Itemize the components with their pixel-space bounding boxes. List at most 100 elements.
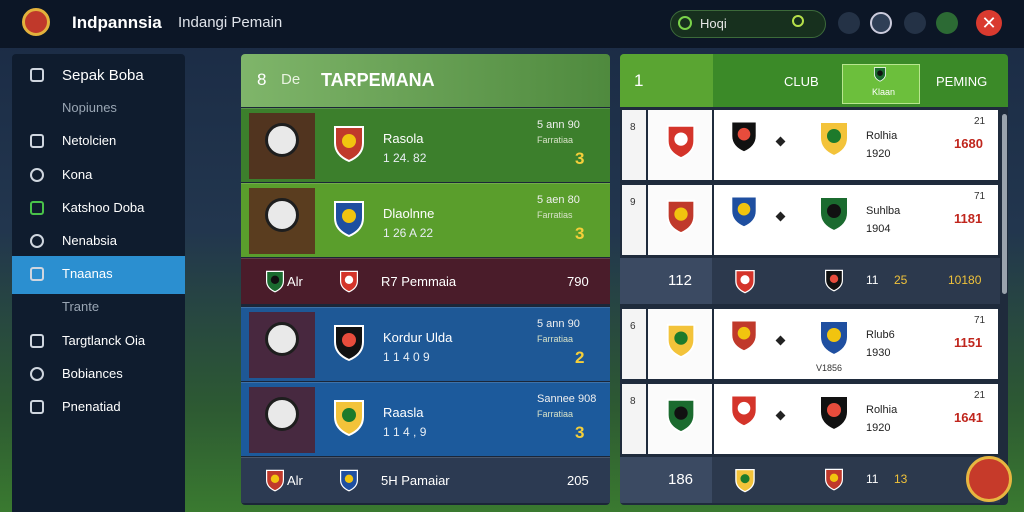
row-name: R7 Pemmaia (381, 274, 457, 289)
crest-shape (666, 398, 696, 434)
page-title: Indangi Pemain (178, 14, 283, 31)
panel-header: 1 CLUB Klaan PEMING (620, 54, 1008, 107)
club-crest (337, 269, 361, 293)
table-row[interactable]: 186 11 13 (620, 457, 1000, 503)
row-a: 11 (866, 273, 879, 287)
table-row[interactable]: Kordur Ulda 1 1 4 0 9 5 ann 90 Farratiaa 2 (241, 307, 610, 381)
table-row[interactable]: Raasla 1 1 4 , 9 Sannee 908 Farratiaa 3 (241, 382, 610, 456)
club-crest (726, 317, 762, 353)
crest-shape (266, 469, 284, 492)
crest-shape (825, 468, 843, 491)
column-header[interactable]: PEMING (936, 74, 988, 89)
sidebar-icon (30, 366, 44, 381)
club-card (714, 110, 998, 180)
sidebar-icon (30, 234, 44, 248)
row-b: 13 (894, 472, 908, 486)
club-crest (263, 269, 287, 293)
club-value: 1151 (954, 335, 983, 350)
sidebar-item[interactable]: Netolcien (62, 133, 117, 149)
sidebar-icon (30, 400, 44, 414)
crest-shape (819, 121, 849, 158)
stat-label: Sannee 908 (537, 393, 597, 405)
sidebar-item[interactable]: Bobiances (62, 365, 123, 381)
sidebar-icon (30, 167, 44, 182)
column-header[interactable]: Klaan (872, 87, 896, 97)
stat-sub: Farratiaa (537, 334, 574, 344)
sidebar-item[interactable]: Sepak Boba (62, 67, 144, 84)
crest-shape (334, 400, 364, 437)
table-row[interactable]: 6 Rlub6 1930 71 1151 V1856 (620, 307, 1000, 381)
search-icon (678, 16, 692, 30)
sidebar-item[interactable]: Kona (62, 166, 93, 182)
player-stats: 1 1 4 0 9 (383, 350, 430, 364)
player-name: Dlaolnne (383, 206, 435, 221)
table-row[interactable]: 8 Rolhia 1920 21 1641 (620, 382, 1000, 456)
sidebar-item[interactable]: Targtlanck Oia (62, 332, 146, 348)
player-name: Raasla (383, 405, 424, 420)
club-crest (662, 122, 700, 160)
sidebar-item[interactable]: Trante (62, 299, 100, 315)
search-button[interactable] (792, 15, 804, 27)
search-text[interactable]: Hoqi (700, 16, 727, 31)
index-cell (622, 185, 646, 255)
club-crest (726, 193, 762, 229)
icon-button[interactable] (870, 12, 892, 34)
sidebar-item[interactable]: Nopiunes (62, 100, 117, 116)
crest-shape (819, 196, 849, 233)
club-value: 1680 (954, 136, 983, 151)
sidebar-item[interactable]: Pnenatiad (62, 399, 121, 414)
club-year: 1904 (866, 223, 891, 235)
icon-button[interactable] (936, 12, 958, 34)
crest-shape (340, 469, 358, 492)
club-card (714, 384, 998, 454)
close-button[interactable]: ✕ (976, 10, 1002, 36)
club-crest (662, 197, 700, 235)
crest-shape (825, 269, 843, 292)
sidebar-item[interactable]: Nenabsia (62, 233, 117, 248)
table-row[interactable]: Dlaolnne 1 26 A 22 5 aen 80 Farratias 3 (241, 183, 610, 257)
club-crest (822, 268, 846, 292)
sidebar-icon (30, 333, 44, 348)
sidebar: Sepak Boba Nopiunes Netolcien Kona Katshoo D… (12, 54, 185, 512)
club-name: Rolhia (866, 130, 898, 142)
club-crest (726, 118, 762, 154)
row-code: Alr (287, 473, 303, 488)
header-number: 8 (257, 70, 267, 89)
row-b: 25 (894, 273, 908, 287)
floating-badge[interactable] (966, 456, 1012, 502)
club-year: 1920 (866, 148, 891, 160)
header-title: TARPEMANA (321, 70, 435, 90)
table-row[interactable]: 112 11 25 10180 (620, 258, 1000, 304)
right-panel: 1 CLUB Klaan PEMING 8 Rolhia 1920 21 1680 9 Suhlba… (620, 54, 1008, 505)
stat-label: 5 ann 90 (537, 318, 580, 330)
player-stats: 1 26 A 22 (383, 226, 434, 240)
icon-button[interactable] (904, 12, 926, 34)
icon-button[interactable] (838, 12, 860, 34)
column-header[interactable]: CLUB (784, 74, 819, 89)
club-crest (732, 268, 758, 294)
club-crest (814, 118, 854, 158)
sidebar-active (12, 256, 185, 295)
crest-shape (819, 320, 849, 357)
sidebar-item[interactable]: Tnaanas (62, 266, 113, 282)
sidebar-item[interactable]: Katshoo Doba (62, 199, 145, 215)
app-logo (22, 8, 50, 36)
row-index: 186 (668, 471, 694, 488)
club-crest (329, 198, 369, 238)
table-row[interactable]: 9 Suhlba 1904 71 1181 (620, 183, 1000, 257)
club-crest (337, 468, 361, 492)
crest-shape (730, 120, 758, 154)
club-crest (662, 396, 700, 434)
table-row[interactable]: 8 Rolhia 1920 21 1680 (620, 108, 1000, 182)
header-number: 1 (634, 71, 644, 90)
table-row[interactable]: Alr R7 Pemmaia 790 (241, 258, 610, 304)
table-row[interactable]: Alr 5H Pamaiar 205 (241, 457, 610, 503)
index-cell (622, 384, 646, 454)
crest-shape (735, 468, 755, 493)
club-name: Rolhia (866, 404, 898, 416)
scrollbar[interactable] (1002, 114, 1007, 294)
crest-shape (819, 395, 849, 432)
club-crest (872, 66, 888, 82)
table-row[interactable]: Rasola 1 24. 82 5 ann 90 Farratiaa 3 (241, 108, 610, 182)
player-avatar (265, 397, 299, 431)
